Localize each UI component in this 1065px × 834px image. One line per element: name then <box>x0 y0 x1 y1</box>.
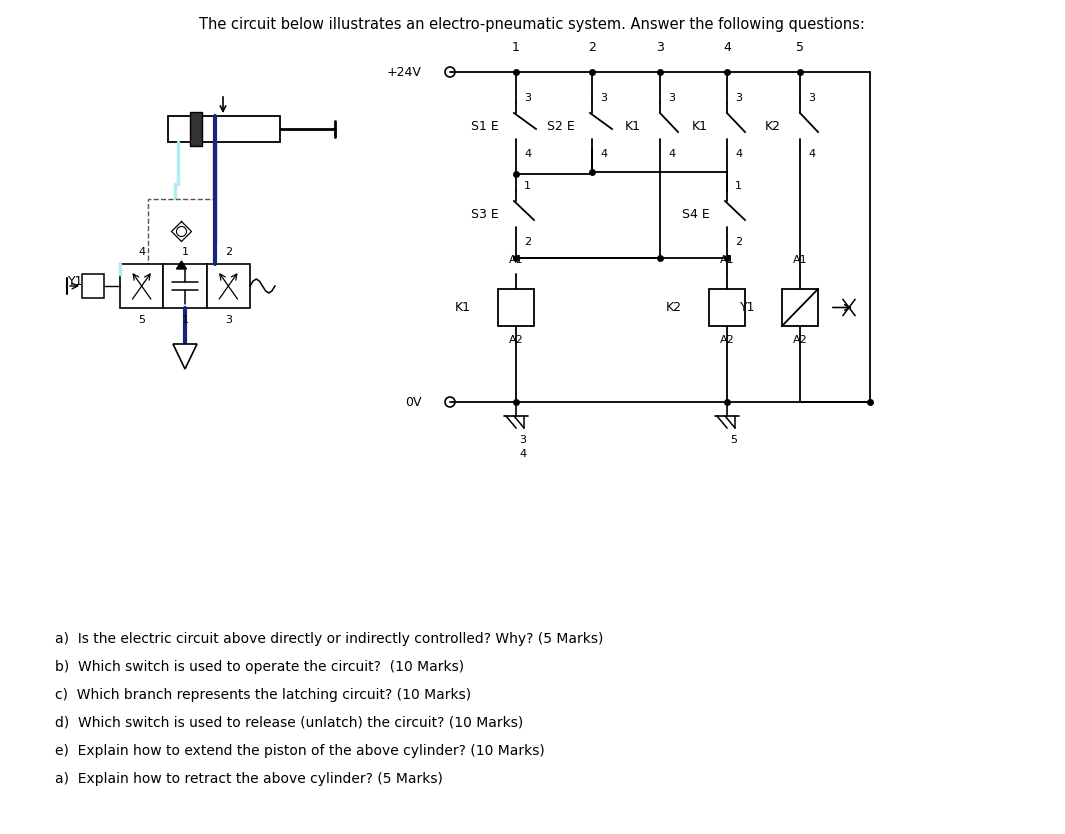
Text: Y1: Y1 <box>68 274 83 288</box>
Text: A2: A2 <box>509 335 523 345</box>
Text: A2: A2 <box>792 335 807 345</box>
Text: 1: 1 <box>735 181 742 191</box>
Bar <box>163 264 207 308</box>
Text: A1: A1 <box>720 255 734 265</box>
Text: K1: K1 <box>692 119 708 133</box>
Text: S4 E: S4 E <box>682 208 709 220</box>
Text: 4: 4 <box>524 149 531 159</box>
Text: b)  Which switch is used to operate the circuit?  (10 Marks): b) Which switch is used to operate the c… <box>55 660 464 674</box>
Text: K1: K1 <box>625 119 641 133</box>
Text: S3 E: S3 E <box>471 208 498 220</box>
Text: 3: 3 <box>668 93 675 103</box>
Polygon shape <box>173 344 197 369</box>
Text: e)  Explain how to extend the piston of the above cylinder? (10 Marks): e) Explain how to extend the piston of t… <box>55 744 545 758</box>
Text: +24V: +24V <box>387 66 422 78</box>
Text: 4: 4 <box>723 41 731 53</box>
Text: K1: K1 <box>455 301 471 314</box>
Text: 3: 3 <box>524 93 531 103</box>
Bar <box>148 199 215 274</box>
Bar <box>120 264 163 308</box>
Polygon shape <box>177 261 186 269</box>
Text: 2: 2 <box>735 237 742 247</box>
Text: 1: 1 <box>181 247 189 257</box>
Bar <box>498 289 534 326</box>
Text: S1 E: S1 E <box>471 119 498 133</box>
Bar <box>168 116 280 142</box>
Text: 4: 4 <box>519 449 526 459</box>
Bar <box>82 274 104 298</box>
Text: 2: 2 <box>588 41 596 53</box>
Text: d)  Which switch is used to release (unlatch) the circuit? (10 Marks): d) Which switch is used to release (unla… <box>55 716 523 730</box>
Text: A2: A2 <box>720 335 735 345</box>
Text: K2: K2 <box>765 119 781 133</box>
Text: 4: 4 <box>600 149 607 159</box>
Text: 1: 1 <box>512 41 520 53</box>
Text: 5: 5 <box>138 315 145 325</box>
Text: 3: 3 <box>808 93 815 103</box>
Text: 3: 3 <box>735 93 742 103</box>
Text: 3: 3 <box>225 315 232 325</box>
Text: S2 E: S2 E <box>547 119 575 133</box>
Bar <box>709 289 746 326</box>
Text: c)  Which branch represents the latching circuit? (10 Marks): c) Which branch represents the latching … <box>55 688 471 702</box>
Text: 2: 2 <box>225 247 232 257</box>
Text: 4: 4 <box>138 247 145 257</box>
Text: 2: 2 <box>524 237 531 247</box>
Text: Y1: Y1 <box>739 301 755 314</box>
Text: a)  Explain how to retract the above cylinder? (5 Marks): a) Explain how to retract the above cyli… <box>55 772 443 786</box>
Text: a)  Is the electric circuit above directly or indirectly controlled? Why? (5 Mar: a) Is the electric circuit above directl… <box>55 632 604 646</box>
Text: 3: 3 <box>656 41 663 53</box>
Text: The circuit below illustrates an electro-pneumatic system. Answer the following : The circuit below illustrates an electro… <box>199 17 865 32</box>
Text: 4: 4 <box>808 149 815 159</box>
Text: 1: 1 <box>181 315 189 325</box>
Bar <box>207 264 250 308</box>
Text: 1: 1 <box>524 181 531 191</box>
Text: 5: 5 <box>796 41 804 53</box>
Text: 3: 3 <box>519 435 526 445</box>
Text: A1: A1 <box>509 255 523 265</box>
Text: 0V: 0V <box>406 395 422 409</box>
Text: 4: 4 <box>735 149 742 159</box>
Text: K2: K2 <box>666 301 682 314</box>
Text: A1: A1 <box>792 255 807 265</box>
Bar <box>782 289 818 326</box>
Text: 3: 3 <box>600 93 607 103</box>
Text: 4: 4 <box>668 149 675 159</box>
Bar <box>190 112 202 146</box>
Text: 5: 5 <box>730 435 737 445</box>
